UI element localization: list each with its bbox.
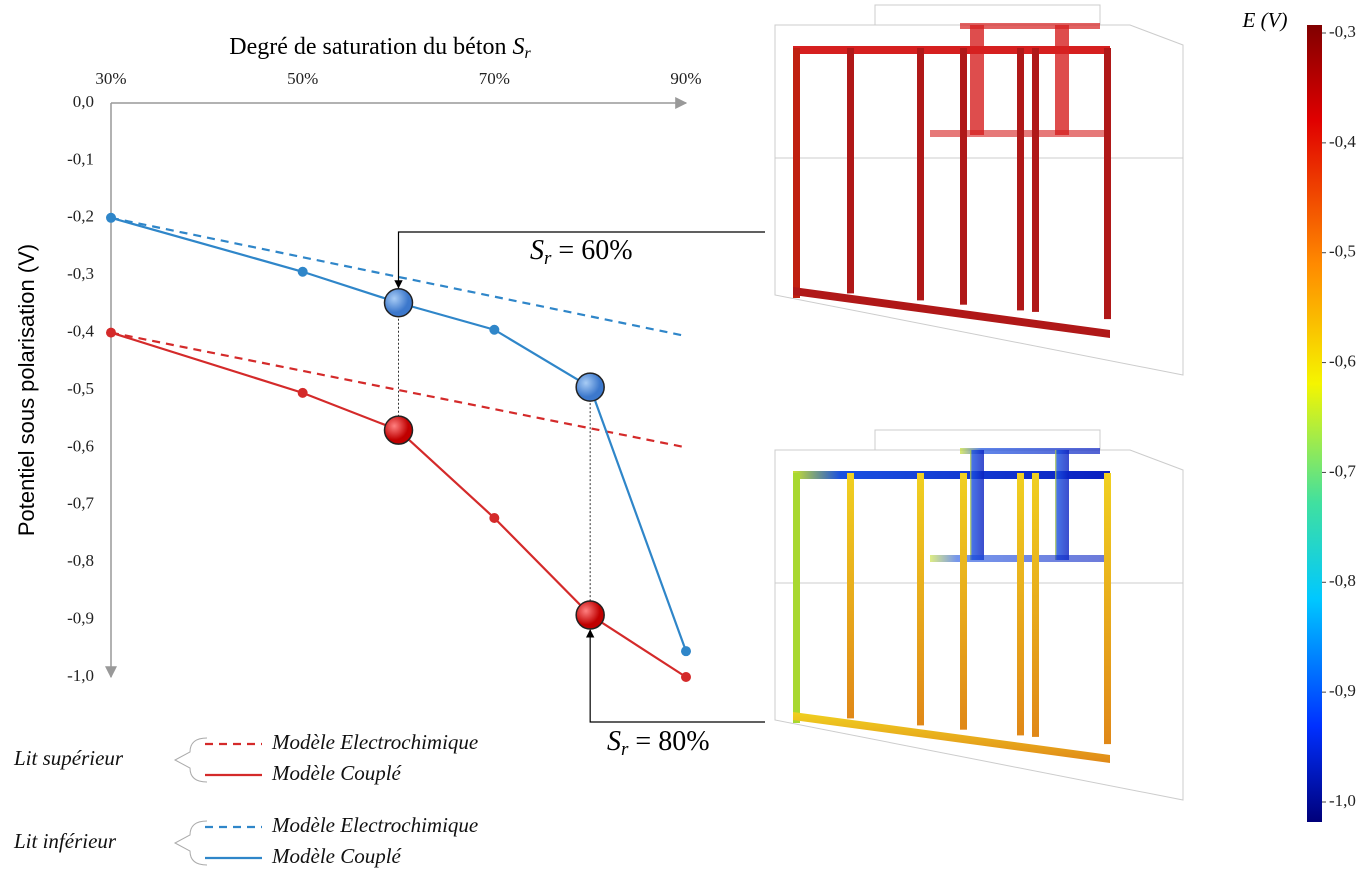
point xyxy=(681,646,691,656)
annotation: Sr = 80% xyxy=(607,726,710,760)
annotation-symbol: S xyxy=(530,235,544,266)
annotation-text: = 80% xyxy=(628,726,709,757)
point xyxy=(106,213,116,223)
bar xyxy=(970,450,984,560)
colorbar-tick-label: -1,0 xyxy=(1329,791,1356,810)
legend-group: Lit inférieur xyxy=(13,829,117,853)
callout-line xyxy=(590,630,765,722)
point xyxy=(576,601,604,629)
point xyxy=(489,513,499,523)
colorbar-tick-label: -0,6 xyxy=(1329,351,1356,370)
bar xyxy=(1055,450,1069,560)
annotation-symbol: S xyxy=(607,726,621,757)
y-tick-label: -0,2 xyxy=(67,207,94,226)
point xyxy=(385,289,413,317)
y-tick-label: -0,3 xyxy=(67,264,94,283)
legend-brace xyxy=(175,821,207,865)
model-renders xyxy=(775,5,1183,800)
bar xyxy=(1104,48,1111,319)
bar xyxy=(793,473,800,723)
bar xyxy=(847,48,854,293)
bar xyxy=(960,48,967,305)
colorbar-tick-label: -0,3 xyxy=(1329,22,1356,41)
point xyxy=(576,373,604,401)
y-tick-label: -0,7 xyxy=(67,494,94,513)
bar xyxy=(917,48,924,300)
legend-brace xyxy=(175,738,207,782)
bar xyxy=(1017,48,1024,310)
y-tick-label: -0,6 xyxy=(67,436,94,455)
point xyxy=(106,328,116,338)
annotation: Sr = 60% xyxy=(530,235,633,269)
colorbar-tick-label: -0,5 xyxy=(1329,242,1356,261)
y-tick-label: -0,1 xyxy=(67,149,94,168)
x-tick-label: 70% xyxy=(479,69,510,88)
bar xyxy=(793,712,1110,763)
bar xyxy=(847,473,854,718)
bar xyxy=(793,48,800,298)
bar xyxy=(970,25,984,135)
x-tick-label: 30% xyxy=(95,69,126,88)
y-tick-label: -1,0 xyxy=(67,666,94,685)
colorbar-title: E (V) xyxy=(1242,8,1288,32)
legend-label: Modèle Electrochimique xyxy=(271,730,478,754)
legend-group: Lit supérieur xyxy=(13,746,124,770)
y-tick-label: -0,4 xyxy=(67,322,94,341)
colorbar-tick-label: -0,7 xyxy=(1329,461,1356,480)
annotation-text: = 60% xyxy=(551,235,632,266)
y-axis-title: Potentiel sous polarisation (V) xyxy=(14,244,39,536)
bar xyxy=(1032,48,1039,312)
y-tick-label: -0,5 xyxy=(67,379,94,398)
x-tick-label: 50% xyxy=(287,69,318,88)
point xyxy=(385,416,413,444)
bar xyxy=(1104,473,1111,744)
point xyxy=(681,672,691,682)
chart: Degré de saturation du béton Sr Potentie… xyxy=(0,0,1370,871)
y-tick-label: 0,0 xyxy=(73,92,94,111)
bar xyxy=(1055,25,1069,135)
legend-label: Modèle Couplé xyxy=(271,844,403,868)
bar xyxy=(917,473,924,725)
colorbar-tick-label: -0,4 xyxy=(1329,132,1356,151)
point xyxy=(298,388,308,398)
legend-label: Modèle Electrochimique xyxy=(271,813,478,837)
colorbar-tick-label: -0,8 xyxy=(1329,571,1356,590)
bar xyxy=(793,287,1110,338)
y-tick-label: -0,8 xyxy=(67,551,94,570)
colorbar xyxy=(1307,25,1322,822)
x-tick-label: 90% xyxy=(670,69,701,88)
point xyxy=(489,325,499,335)
bar xyxy=(1017,473,1024,735)
bar xyxy=(960,473,967,730)
bar xyxy=(1032,473,1039,737)
y-tick-label: -0,9 xyxy=(67,609,94,628)
point xyxy=(298,267,308,277)
x-axis-title: Degré de saturation du béton Sr xyxy=(229,34,531,62)
colorbar-tick-label: -0,9 xyxy=(1329,681,1356,700)
legend-label: Modèle Couplé xyxy=(271,761,403,785)
